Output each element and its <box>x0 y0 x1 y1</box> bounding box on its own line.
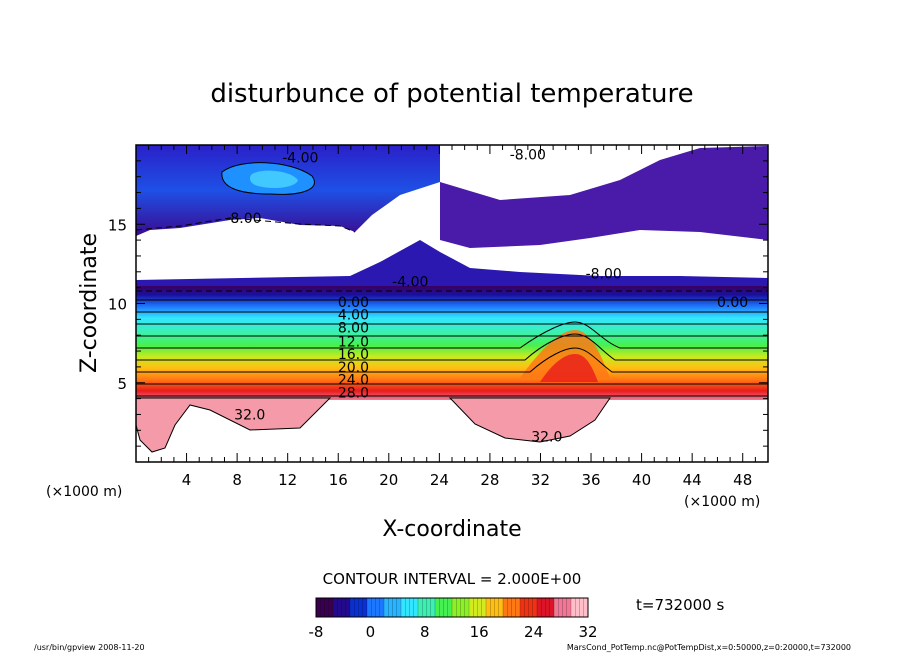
y-axis-label: Z-coordinate <box>77 233 102 373</box>
colorbar-segment <box>435 598 453 617</box>
contour-label: 28.0 <box>338 385 369 401</box>
colorbar-tick-label: 0 <box>366 623 376 641</box>
contour-label: 24.0 <box>338 373 369 389</box>
x-tick-label: 28 <box>480 471 499 489</box>
contour-label: 12.0 <box>338 335 369 351</box>
y-tick-label: 10 <box>108 296 127 314</box>
footer-left: /usr/bin/gpview 2008-11-20 <box>34 643 145 652</box>
time-label: t=732000 s <box>636 596 724 614</box>
lower-warm-lobe-left <box>136 398 330 452</box>
colorbar-tick-label: 16 <box>470 623 489 641</box>
x-tick-label: 24 <box>430 471 449 489</box>
stratified-band <box>136 286 768 400</box>
contour-label: 0.00 <box>338 295 369 311</box>
mid-cold-strip <box>136 240 768 290</box>
colorbar-frame <box>315 597 589 618</box>
upper-cold-core-inner <box>250 170 298 188</box>
colorbar-tick-label: -8 <box>309 623 324 641</box>
warm-bump-core <box>540 354 598 382</box>
contour-label: 8.00 <box>338 320 369 336</box>
lower-warm-lobe-right <box>450 398 610 442</box>
y-tick-label: 5 <box>117 375 127 393</box>
contour-interval-label: CONTOUR INTERVAL = 2.000E+00 <box>323 570 582 588</box>
x-unit-right: (×1000 m) <box>684 494 760 510</box>
colorbar-ticks: -8 0 8 16 24 32 <box>309 623 598 641</box>
contour-label: -8.00 <box>510 148 546 164</box>
colorbar-segment <box>571 598 589 617</box>
contour-label: 20.0 <box>338 360 369 376</box>
contour-label: -8.00 <box>225 211 261 227</box>
contour-labels: -4.00 -8.00-8.00-8.00-4.000.00 0.004.008.0… <box>225 148 748 446</box>
x-axis-ticks: 4 8 12 16 20 24 28 32 36 40 44 48 <box>148 145 756 489</box>
contour-label: 32.0 <box>234 407 265 423</box>
colorbar-segment <box>452 598 470 617</box>
x-tick-label: 40 <box>632 471 651 489</box>
colorbar-segment <box>333 598 351 617</box>
colorbar-segment <box>503 598 521 617</box>
colorbar-tick-label: 32 <box>578 623 597 641</box>
x-tick-label: 44 <box>683 471 702 489</box>
y-axis-ticks: 5 10 15 <box>108 160 768 447</box>
footer-right: MarsCond_PotTemp.nc@PotTempDist,x=0:5000… <box>567 643 851 652</box>
heatmap-field <box>136 145 768 452</box>
contour-label: 0.00 <box>717 295 748 311</box>
contour-label: -4.00 <box>392 274 428 290</box>
x-tick-label: 32 <box>531 471 550 489</box>
colorbar-tick-label: 24 <box>524 623 543 641</box>
x-tick-label: 12 <box>278 471 297 489</box>
colorbar-segment <box>316 598 334 617</box>
x-tick-label: 48 <box>733 471 752 489</box>
contour-lines <box>135 162 768 453</box>
contour-label: 16.0 <box>338 347 369 363</box>
contour-label: 4.00 <box>338 308 369 324</box>
colorbar-tick-label: 8 <box>420 623 430 641</box>
x-tick-label: 20 <box>379 471 398 489</box>
colorbar-segment <box>401 598 419 617</box>
contour-label: 32.0 <box>531 430 562 446</box>
x-tick-label: 8 <box>232 471 242 489</box>
colorbar-segment <box>367 598 385 617</box>
contour-label: -8.00 <box>586 266 622 282</box>
colorbar-segment <box>520 598 538 617</box>
colorbar-segment <box>537 598 555 617</box>
x-tick-label: 16 <box>329 471 348 489</box>
contour-label: -4.00 <box>282 151 318 167</box>
upper-cold-layer-right <box>440 146 768 248</box>
x-tick-label: 36 <box>581 471 600 489</box>
colorbar-segment <box>486 598 504 617</box>
x-unit-left: (×1000 m) <box>46 484 122 500</box>
colorbar-segment <box>418 598 436 617</box>
colorbar-segment <box>469 598 487 617</box>
colorbar-segment <box>554 598 572 617</box>
x-axis-label: X-coordinate <box>382 517 521 542</box>
colorbar-segment <box>384 598 402 617</box>
chart-title: disturbunce of potential temperature <box>210 79 693 109</box>
x-tick-label: 4 <box>182 471 192 489</box>
y-tick-label: 15 <box>108 216 127 234</box>
colorbar <box>315 597 589 618</box>
colorbar-segment <box>350 598 368 617</box>
